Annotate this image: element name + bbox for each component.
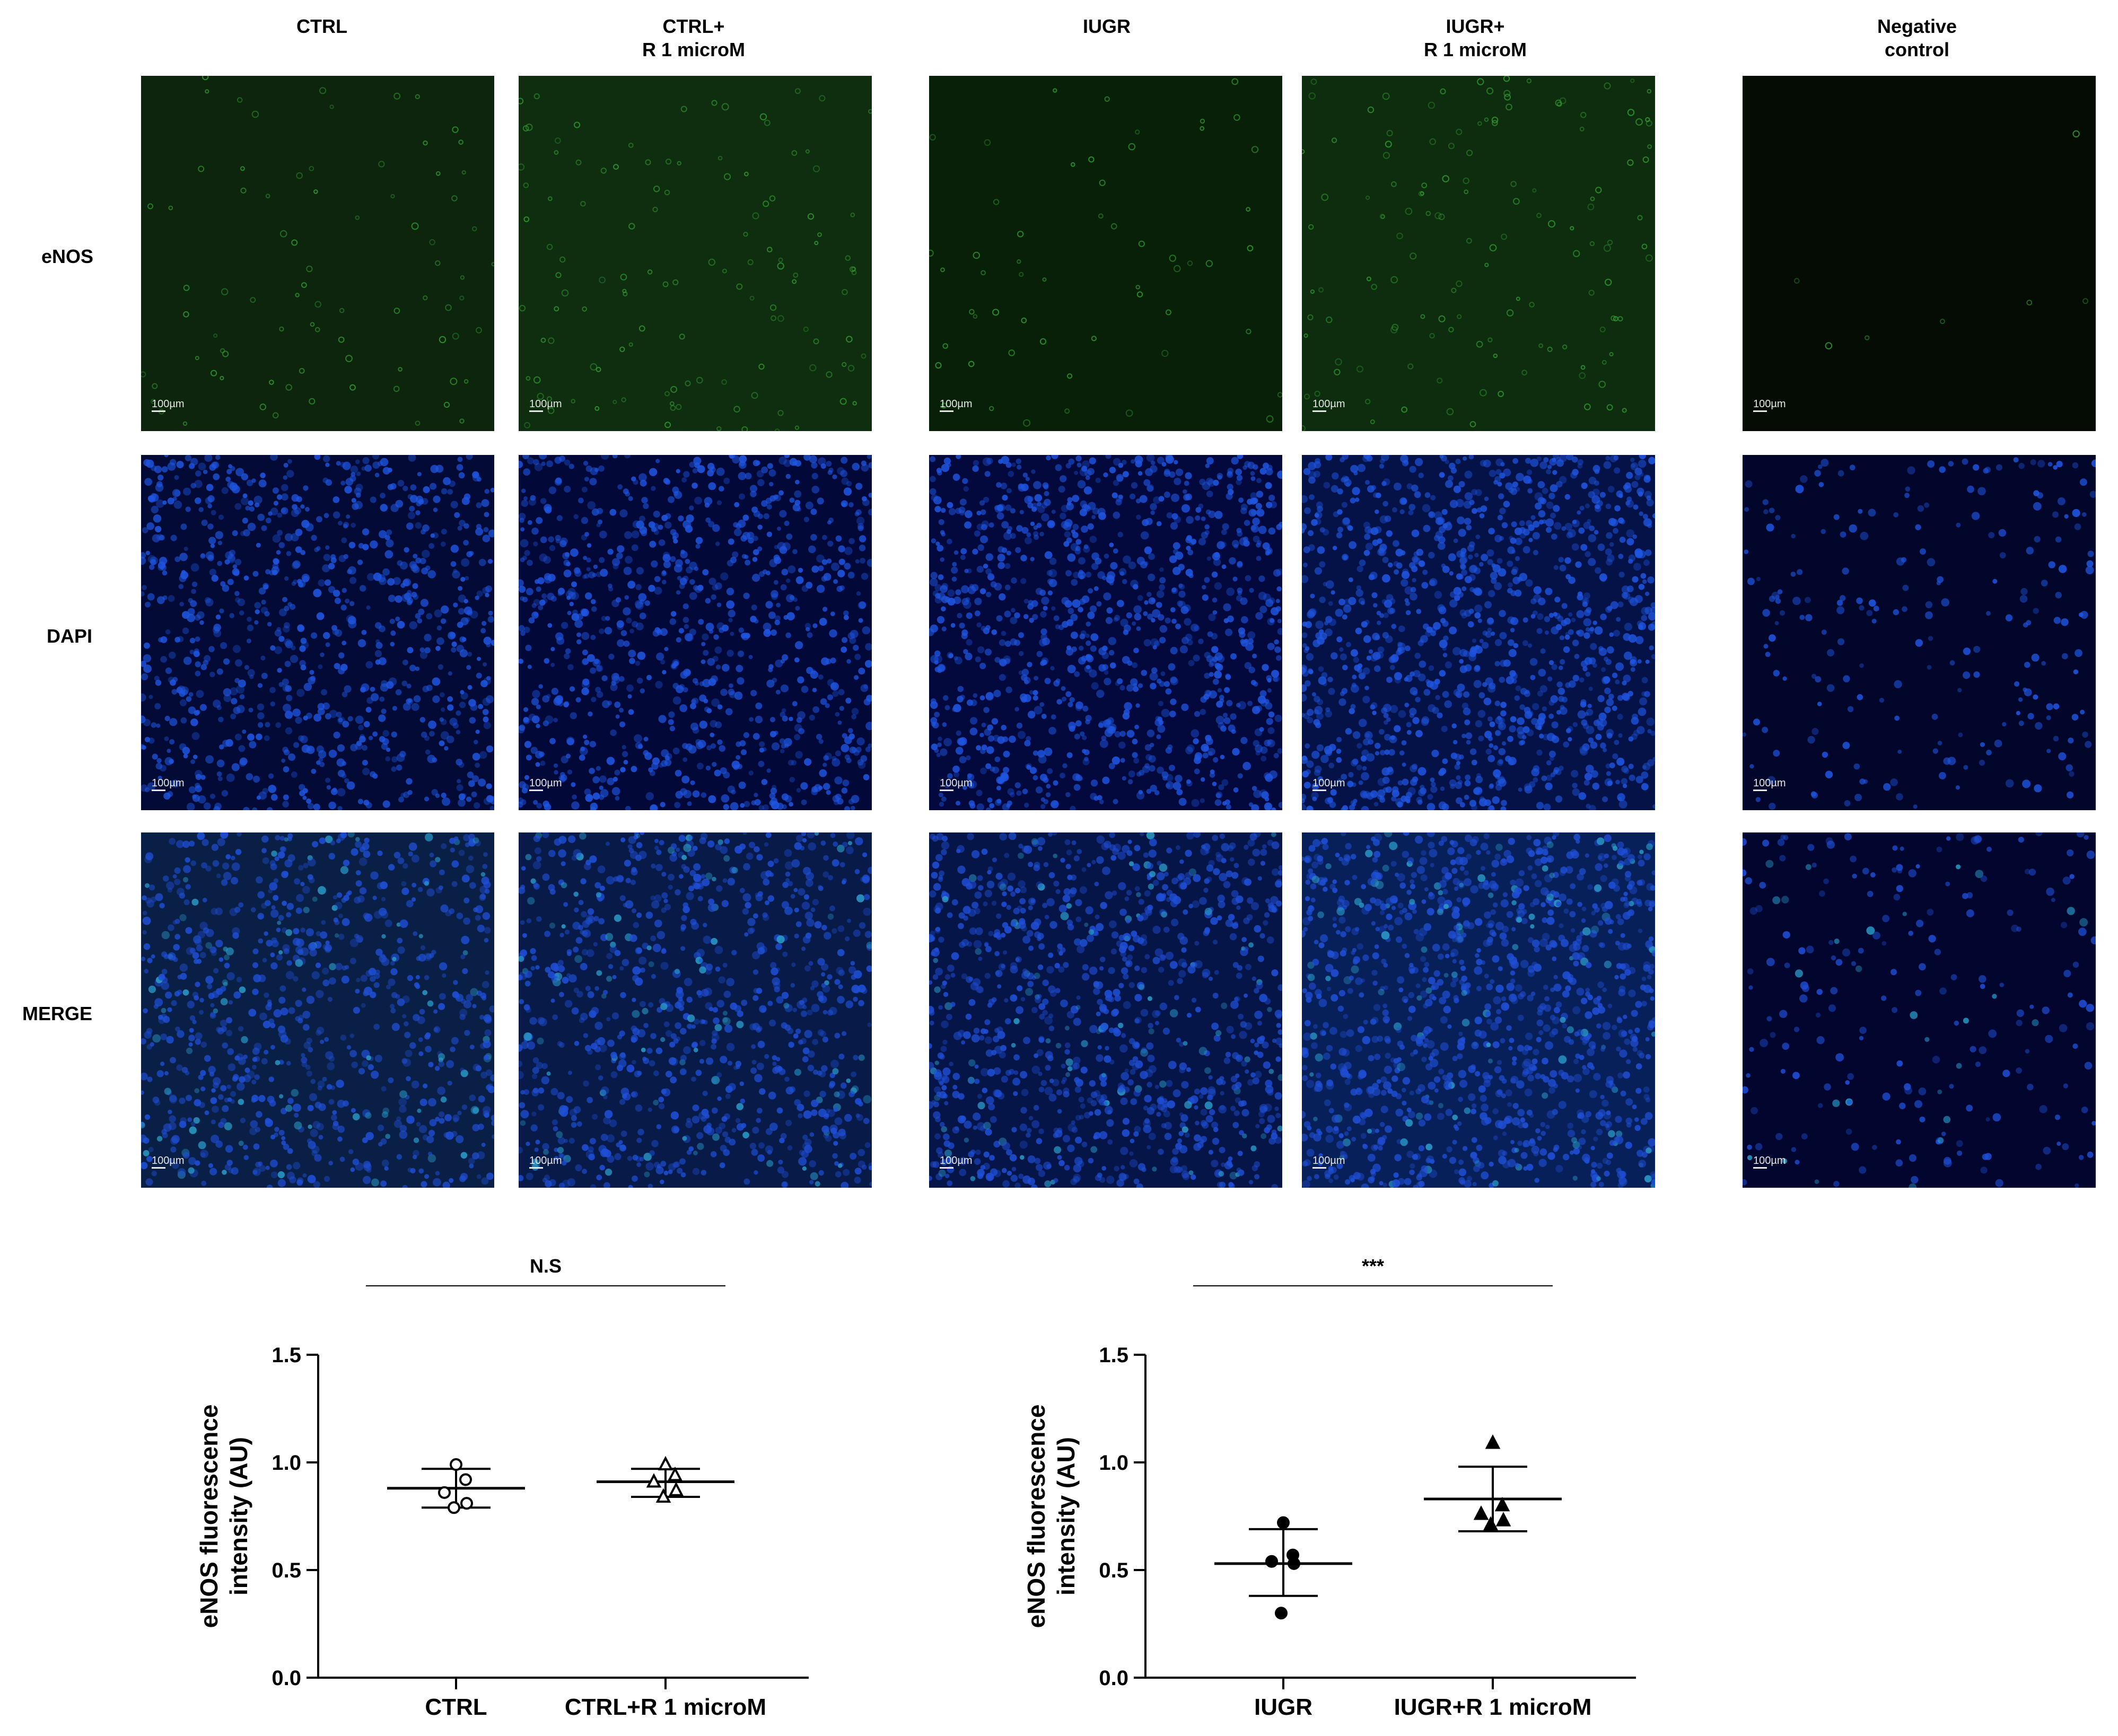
column-title-negative-control: Negative control [1811,15,2023,62]
y-tick-label: 0.0 [1099,1667,1128,1690]
significance-label: *** [1362,1255,1384,1277]
data-point [1485,1434,1501,1449]
scale-bar-label: 100µm [1753,398,1786,410]
data-point [668,1481,684,1496]
row-label-dapi: DAPI [47,625,93,647]
micrograph-dapi-0: 100µm [141,455,494,810]
scale-bar [1753,790,1767,791]
data-point [448,1501,460,1514]
scale-bar [940,410,953,412]
column-title-iugr-r: IUGR+ R 1 microM [1369,15,1581,62]
micrograph-enos-4: 100µm [1743,76,2096,431]
data-point [1494,1496,1510,1512]
scale-bar [529,410,543,412]
column-title-text: IUGR [1083,15,1131,37]
scale-bar [152,790,165,791]
data-point [450,1458,462,1471]
scale-bar [529,1167,543,1169]
micrograph-enos-3: 100µm [1302,76,1655,431]
scale-bar [1312,410,1326,412]
scale-bar-label: 100µm [529,398,562,410]
scale-bar [940,1167,953,1169]
scale-bar-label: 100µm [1753,1155,1786,1167]
micrograph-dapi-1: 100µm [519,455,872,810]
data-point [1288,1557,1300,1570]
column-title-ctrl: CTRL [269,15,375,38]
column-title-text: CTRL [296,15,347,37]
data-point [438,1486,451,1499]
scale-bar [529,790,543,791]
data-point [646,1473,662,1488]
micrograph-enos-2: 100µm [929,76,1282,431]
chart-iugr: *** 0.0 0.5 1.0 1.5 IUGR IUGR+R 1 microM eNOS f… [1022,1255,1636,1720]
y-axis-label: intensity (AU) [225,1437,252,1595]
column-title-text: IUGR+ R 1 microM [1423,15,1527,60]
scale-bar [1312,790,1326,791]
scale-bar-label: 100µm [1312,398,1345,410]
scale-bar [1312,1167,1326,1169]
x-tick-label: CTRL+R 1 microM [565,1694,766,1720]
data-point [1473,1505,1489,1520]
scale-bar-label: 100µm [529,777,562,789]
scale-bar-label: 100µm [1312,1155,1345,1167]
micrograph-merge-4: 100µm [1743,832,2096,1188]
chart-ctrl: N.S 0.0 0.5 1.0 1.5 CTRL CTRL+R 1 microM eNOS f… [195,1255,809,1720]
data-point [460,1497,473,1510]
significance-label: N.S [530,1255,562,1277]
row-label-merge: MERGE [22,1003,93,1024]
column-title-text: Negative control [1877,15,1957,60]
data-point [655,1488,671,1503]
micrograph-enos-0: 100µm [141,76,494,431]
y-tick-label: 0.5 [1099,1559,1128,1582]
y-tick-label: 1.0 [272,1451,301,1475]
scale-bar-label: 100µm [940,777,973,789]
scale-bar-label: 100µm [940,398,973,410]
y-tick-label: 1.5 [272,1344,301,1367]
scale-bar-label: 100µm [1753,777,1786,789]
scale-bar [152,1167,165,1169]
y-tick-label: 1.0 [1099,1451,1128,1475]
micrograph-dapi-4: 100µm [1743,455,2096,810]
scale-bar-label: 100µm [529,1155,562,1167]
y-tick-label: 1.5 [1099,1344,1128,1367]
micrograph-dapi-2: 100µm [929,455,1282,810]
micrograph-merge-2: 100µm [929,832,1282,1188]
y-axis-label: intensity (AU) [1052,1437,1080,1595]
data-point [1275,1607,1288,1620]
scale-bar [1753,410,1767,412]
micrograph-dapi-3: 100µm [1302,455,1655,810]
data-point [1495,1512,1511,1527]
data-point [459,1473,472,1486]
micrograph-merge-3: 100µm [1302,832,1655,1188]
y-tick-label: 0.5 [272,1559,301,1582]
column-title-text: CTRL+ R 1 microM [642,15,746,60]
column-title-iugr: IUGR [1054,15,1160,38]
x-tick-label: CTRL [425,1694,487,1720]
x-tick-label: IUGR+R 1 microM [1394,1694,1592,1720]
scale-bar-label: 100µm [152,398,185,410]
data-point [667,1467,683,1481]
scale-bar [940,790,953,791]
data-point [1265,1555,1278,1568]
x-tick-label: IUGR [1254,1694,1312,1720]
micrograph-enos-1: 100µm [519,76,872,431]
y-tick-label: 0.0 [272,1667,301,1690]
y-axis-label: eNOS fluorescence [1022,1405,1050,1628]
scale-bar-label: 100µm [940,1155,973,1167]
scale-bar [1753,1167,1767,1169]
y-axis-label: eNOS fluorescence [195,1405,223,1628]
data-point [1277,1516,1290,1529]
data-point [1483,1516,1499,1531]
scale-bar-label: 100µm [1312,777,1345,789]
scale-bar-label: 100µm [152,1155,185,1167]
scale-bar-label: 100µm [152,777,185,789]
row-label-enos: eNOS [41,246,94,267]
column-title-ctrl-r: CTRL+ R 1 microM [588,15,800,62]
scale-bar [152,410,165,412]
micrograph-merge-1: 100µm [519,832,872,1188]
micrograph-merge-0: 100µm [141,832,494,1188]
data-point [658,1456,673,1471]
